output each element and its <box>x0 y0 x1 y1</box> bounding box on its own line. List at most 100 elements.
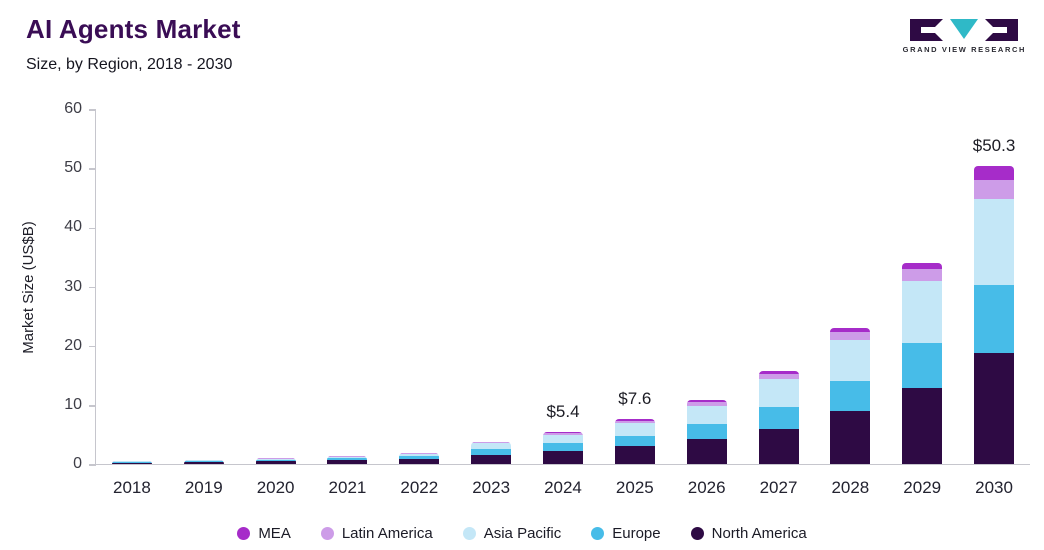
y-tick-mark-30 <box>89 286 96 289</box>
bar-segment-mea <box>758 370 799 374</box>
bar-segment-europe <box>686 423 727 440</box>
x-tick-label-2025: 2025 <box>615 478 654 497</box>
stacked-bar-2020 <box>255 458 296 464</box>
x-tick-label-2024: 2024 <box>544 478 582 497</box>
bar-segment-asia-pacific <box>758 379 799 407</box>
bar-segment-north-america <box>111 462 152 464</box>
bar-segment-europe <box>399 456 440 460</box>
bars-container: 2018 2019 2020 2021 2022 2023 $5.4 2024 $7.6 2025… <box>96 110 1030 497</box>
y-tick-label-0: 0 <box>73 455 82 472</box>
bar-column-2022: 2022 <box>383 110 455 497</box>
bar-segment-mea <box>686 400 727 403</box>
legend-label: Europe <box>612 525 661 542</box>
bar-segment-latin-america <box>614 420 655 424</box>
bar-segment-asia-pacific <box>902 280 943 343</box>
stacked-bar-2021 <box>327 455 368 464</box>
legend-label: Asia Pacific <box>483 525 562 542</box>
bar-segment-mea <box>614 419 655 421</box>
bar-column-2027: 2027 <box>743 110 815 497</box>
legend-dot-icon <box>237 527 251 540</box>
bar-segment-mea <box>471 441 512 443</box>
bar-segment-asia-pacific <box>974 198 1015 285</box>
y-tick-mark-0 <box>89 464 96 466</box>
bar-segment-europe <box>327 458 368 461</box>
x-tick-label-2022: 2022 <box>400 478 439 497</box>
stacked-bar-2019 <box>183 459 224 464</box>
gvr-logo-text: GRAND VIEW RESEARCH <box>902 45 1026 54</box>
legend-dot-icon <box>462 527 476 540</box>
bar-segment-asia-pacific <box>686 406 727 424</box>
gvr-logo: GRAND VIEW RESEARCH <box>903 14 1026 54</box>
legend-label: North America <box>711 525 807 542</box>
y-tick-mark-50 <box>89 168 96 170</box>
bar-segment-europe <box>614 435 655 447</box>
stacked-bar-2027 <box>758 370 799 464</box>
value-label-2025: $7.6 <box>618 389 652 409</box>
stacked-bar-2024 <box>542 432 583 464</box>
bar-segment-north-america <box>327 460 368 464</box>
bar-segment-north-america <box>830 410 871 464</box>
y-tick-mark-10 <box>89 405 96 407</box>
bar-column-2029: 2029 <box>886 110 958 497</box>
legend-label: Latin America <box>341 525 433 542</box>
bar-segment-asia-pacific <box>399 453 440 457</box>
plot-area: 2018 2019 2020 2021 2022 2023 $5.4 2024 $7.6 2025… <box>64 100 1030 497</box>
bar-segment-latin-america <box>902 268 943 281</box>
y-tick-label-60: 60 <box>64 100 82 117</box>
bar-segment-europe <box>111 462 152 463</box>
legend-dot-icon <box>690 527 704 540</box>
stacked-bar-2023 <box>471 441 512 464</box>
legend-item-north-america: North America <box>690 525 807 542</box>
bar-column-2024: $5.4 2024 <box>527 110 599 497</box>
bar-segment-europe <box>255 459 296 462</box>
x-tick-label-2018: 2018 <box>113 478 151 497</box>
bar-segment-latin-america <box>830 332 871 340</box>
bar-segment-latin-america <box>758 373 799 380</box>
bar-segment-europe <box>542 443 583 451</box>
bar-segment-europe <box>758 406 799 429</box>
bar-segment-mea <box>902 262 943 269</box>
bar-segment-north-america <box>399 459 440 464</box>
bar-segment-europe <box>830 381 871 411</box>
x-tick-label-2030: 2030 <box>975 478 1013 497</box>
x-tick-label-2028: 2028 <box>831 478 870 497</box>
bar-column-2025: $7.6 2025 <box>599 110 671 497</box>
chart-header: AI Agents Market Size, by Region, 2018 -… <box>26 14 1026 74</box>
bar-column-2018: 2018 <box>96 110 168 497</box>
bar-column-2019: 2019 <box>168 110 240 497</box>
value-label-2024: $5.4 <box>546 402 580 422</box>
bar-segment-north-america <box>542 450 583 464</box>
bar-segment-asia-pacific <box>255 458 296 460</box>
bar-segment-north-america <box>758 428 799 464</box>
x-tick-label-2019: 2019 <box>184 478 223 497</box>
bar-segment-asia-pacific <box>327 456 368 459</box>
bar-segment-north-america <box>471 455 512 464</box>
y-tick-mark-20 <box>89 345 96 348</box>
bar-column-2021: 2021 <box>312 110 384 497</box>
bar-segment-europe <box>974 284 1015 353</box>
bar-segment-asia-pacific <box>183 460 224 462</box>
bar-column-2028: 2028 <box>814 110 886 497</box>
legend-label: MEA <box>258 525 291 542</box>
bar-column-2026: 2026 <box>671 110 743 497</box>
stacked-bar-2029 <box>902 262 943 464</box>
y-axis-title: Market Size (US$B) <box>18 110 38 465</box>
bar-segment-europe <box>902 342 943 389</box>
y-tick-label-20: 20 <box>64 336 82 354</box>
bar-column-2020: 2020 <box>240 110 312 497</box>
y-tick-mark-60 <box>89 109 96 111</box>
bar-segment-north-america <box>974 352 1015 464</box>
y-tick-label-50: 50 <box>64 159 82 177</box>
legend: MEA Latin America Asia Pacific Europe North … <box>0 525 1044 542</box>
bar-column-2030: $50.3 2030 <box>958 110 1030 497</box>
bar-segment-mea <box>974 166 1015 181</box>
bar-segment-asia-pacific <box>614 423 655 436</box>
y-tick-label-30: 30 <box>64 277 82 295</box>
bar-segment-latin-america <box>542 433 583 436</box>
bar-segment-north-america <box>614 446 655 464</box>
chart-title: AI Agents Market <box>26 14 241 44</box>
legend-item-latin-america: Latin America <box>320 525 433 542</box>
stacked-bar-2025 <box>614 419 655 464</box>
legend-item-mea: MEA <box>237 525 291 542</box>
legend-dot-icon <box>591 527 605 540</box>
